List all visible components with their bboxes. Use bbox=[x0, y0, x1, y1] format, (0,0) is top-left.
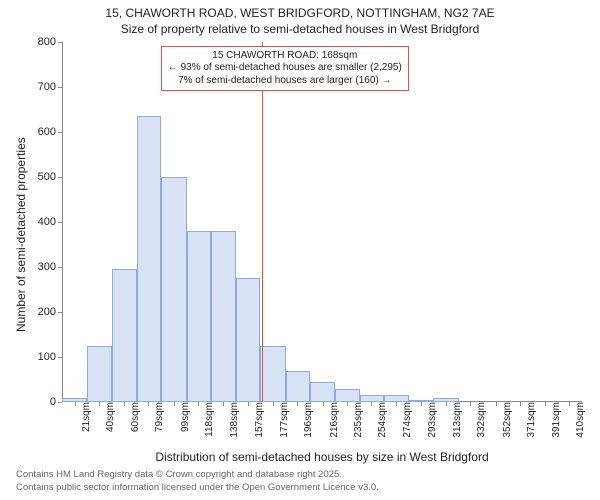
x-tick-label: 157sqm bbox=[252, 402, 265, 438]
y-tick-label: 100 bbox=[38, 351, 62, 363]
histogram-bar bbox=[187, 231, 211, 402]
x-tick-label: 313sqm bbox=[450, 402, 463, 438]
y-tick-label: 0 bbox=[50, 396, 62, 408]
x-tick-mark bbox=[223, 402, 224, 406]
x-tick-mark bbox=[174, 402, 175, 406]
title-block: 15, CHAWORTH ROAD, WEST BRIDGFORD, NOTTI… bbox=[0, 0, 600, 37]
x-tick-mark bbox=[446, 402, 447, 406]
y-axis-label: Number of semi-detached properties bbox=[14, 137, 28, 332]
x-tick-label: 371sqm bbox=[524, 402, 537, 438]
x-tick-mark bbox=[248, 402, 249, 406]
x-tick-label: 352sqm bbox=[500, 402, 513, 438]
x-tick-mark bbox=[99, 402, 100, 406]
x-tick-label: 138sqm bbox=[227, 402, 240, 438]
histogram-bar bbox=[260, 346, 285, 402]
title-line-1: 15, CHAWORTH ROAD, WEST BRIDGFORD, NOTTI… bbox=[0, 6, 600, 22]
x-tick-mark bbox=[124, 402, 125, 406]
histogram-bar bbox=[335, 389, 359, 402]
title-line-2: Size of property relative to semi-detach… bbox=[0, 22, 600, 38]
x-tick-label: 118sqm bbox=[202, 402, 215, 437]
y-tick-label: 700 bbox=[38, 81, 62, 93]
footer-line-1: Contains HM Land Registry data © Crown c… bbox=[16, 469, 379, 481]
x-tick-mark bbox=[75, 402, 76, 406]
x-tick-mark bbox=[421, 402, 422, 406]
x-tick-label: 254sqm bbox=[375, 402, 388, 438]
x-tick-label: 21sqm bbox=[79, 402, 92, 432]
x-tick-label: 293sqm bbox=[425, 402, 438, 438]
histogram-bar bbox=[236, 278, 260, 402]
x-tick-mark bbox=[297, 402, 298, 406]
x-tick-label: 332sqm bbox=[474, 402, 487, 438]
histogram-bar bbox=[137, 116, 161, 402]
annotation-line: 15 CHAWORTH ROAD: 168sqm bbox=[168, 50, 402, 63]
x-tick-label: 391sqm bbox=[549, 402, 562, 438]
x-axis-label: Distribution of semi-detached houses by … bbox=[62, 450, 582, 464]
x-tick-label: 60sqm bbox=[128, 402, 141, 432]
x-tick-mark bbox=[371, 402, 372, 406]
x-tick-mark bbox=[569, 402, 570, 406]
x-tick-label: 235sqm bbox=[351, 402, 364, 438]
x-tick-mark bbox=[347, 402, 348, 406]
histogram-bar bbox=[384, 395, 409, 402]
y-tick-label: 300 bbox=[38, 261, 62, 273]
x-tick-mark bbox=[396, 402, 397, 406]
annotation-line: ← 93% of semi-detached houses are smalle… bbox=[168, 62, 402, 75]
x-tick-mark bbox=[148, 402, 149, 406]
footer-note: Contains HM Land Registry data © Crown c… bbox=[16, 469, 379, 494]
histogram-bar bbox=[310, 382, 335, 402]
histogram-bar bbox=[87, 346, 111, 402]
x-tick-mark bbox=[198, 402, 199, 406]
annotation-box: 15 CHAWORTH ROAD: 168sqm← 93% of semi-de… bbox=[161, 46, 409, 92]
x-tick-mark bbox=[520, 402, 521, 406]
footer-line-2: Contains public sector information licen… bbox=[16, 482, 379, 494]
x-tick-mark bbox=[323, 402, 324, 406]
histogram-bar bbox=[360, 395, 384, 402]
histogram-bar bbox=[161, 177, 186, 402]
y-tick-label: 200 bbox=[38, 306, 62, 318]
x-tick-mark bbox=[470, 402, 471, 406]
histogram-bar bbox=[211, 231, 236, 402]
x-tick-label: 177sqm bbox=[277, 402, 290, 438]
histogram-bar bbox=[286, 371, 310, 403]
x-tick-label: 40sqm bbox=[103, 402, 116, 432]
x-tick-mark bbox=[496, 402, 497, 406]
histogram-chart: 010020030040050060070080021sqm40sqm60sqm… bbox=[62, 42, 582, 402]
x-tick-label: 196sqm bbox=[301, 402, 314, 438]
x-tick-label: 216sqm bbox=[327, 402, 340, 438]
y-tick-label: 600 bbox=[38, 126, 62, 138]
y-tick-label: 800 bbox=[38, 36, 62, 48]
chart-container: 15, CHAWORTH ROAD, WEST BRIDGFORD, NOTTI… bbox=[0, 0, 600, 500]
x-tick-label: 99sqm bbox=[178, 402, 191, 432]
x-tick-mark bbox=[273, 402, 274, 406]
y-tick-label: 500 bbox=[38, 171, 62, 183]
x-tick-label: 410sqm bbox=[573, 402, 586, 438]
reference-line bbox=[262, 42, 263, 402]
annotation-line: 7% of semi-detached houses are larger (1… bbox=[168, 75, 402, 88]
histogram-bar bbox=[112, 269, 137, 402]
y-tick-label: 400 bbox=[38, 216, 62, 228]
x-tick-label: 274sqm bbox=[400, 402, 413, 438]
x-tick-mark bbox=[545, 402, 546, 406]
x-tick-label: 79sqm bbox=[152, 402, 165, 432]
